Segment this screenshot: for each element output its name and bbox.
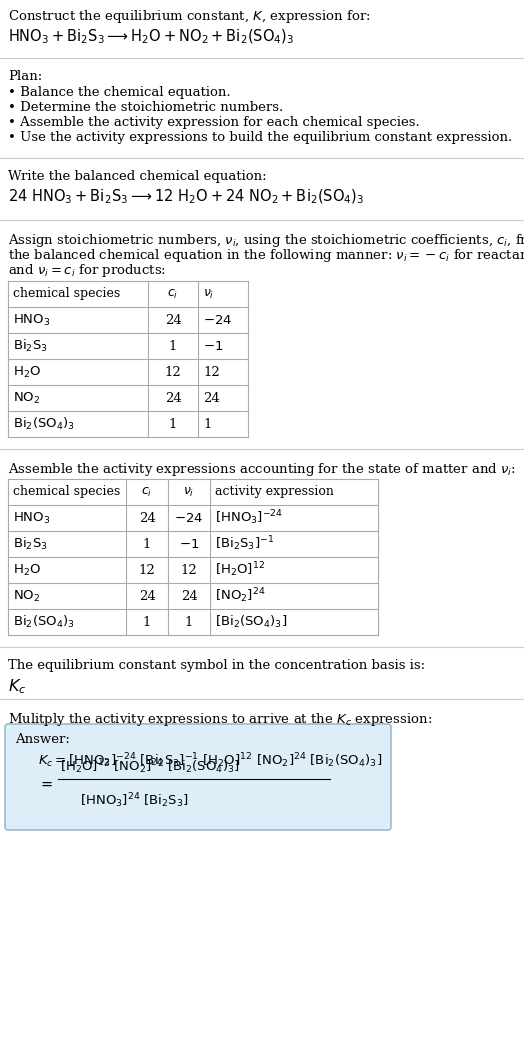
Text: 1: 1	[203, 417, 211, 431]
Text: 12: 12	[165, 365, 181, 379]
Text: $-24$: $-24$	[203, 313, 232, 327]
Text: 24: 24	[139, 589, 156, 603]
Text: 1: 1	[169, 417, 177, 431]
Text: $-1$: $-1$	[179, 537, 199, 551]
Text: • Balance the chemical equation.: • Balance the chemical equation.	[8, 86, 231, 99]
Text: Plan:: Plan:	[8, 70, 42, 83]
Text: 1: 1	[185, 615, 193, 629]
Text: 24: 24	[139, 511, 156, 525]
Text: 12: 12	[181, 563, 198, 577]
Text: 24: 24	[165, 313, 181, 327]
Text: $\mathrm{HNO_3 + Bi_2S_3 \longrightarrow H_2O + NO_2 + Bi_2(SO_4)_3}$: $\mathrm{HNO_3 + Bi_2S_3 \longrightarrow…	[8, 28, 294, 47]
FancyBboxPatch shape	[5, 723, 391, 830]
Text: $[\mathrm{HNO_3}]^{24}\ [\mathrm{Bi_2S_3}]$: $[\mathrm{HNO_3}]^{24}\ [\mathrm{Bi_2S_3…	[80, 791, 189, 810]
Text: 12: 12	[203, 365, 220, 379]
Text: $[\mathrm{Bi_2S_3}]^{-1}$: $[\mathrm{Bi_2S_3}]^{-1}$	[215, 535, 274, 554]
Text: • Determine the stoichiometric numbers.: • Determine the stoichiometric numbers.	[8, 101, 283, 115]
Text: 1: 1	[143, 615, 151, 629]
Text: $\nu_i$: $\nu_i$	[203, 287, 214, 301]
Text: Assign stoichiometric numbers, $\nu_i$, using the stoichiometric coefficients, $: Assign stoichiometric numbers, $\nu_i$, …	[8, 232, 524, 249]
Text: $\mathrm{HNO_3}$: $\mathrm{HNO_3}$	[13, 510, 50, 526]
Text: • Use the activity expressions to build the equilibrium constant expression.: • Use the activity expressions to build …	[8, 131, 512, 144]
Text: Write the balanced chemical equation:: Write the balanced chemical equation:	[8, 170, 267, 183]
Text: $\mathrm{NO_2}$: $\mathrm{NO_2}$	[13, 588, 40, 604]
Text: 24: 24	[203, 391, 220, 405]
Text: 1: 1	[169, 339, 177, 353]
Text: chemical species: chemical species	[13, 485, 120, 499]
Text: $\mathrm{HNO_3}$: $\mathrm{HNO_3}$	[13, 312, 50, 328]
Text: $K_c$: $K_c$	[8, 677, 26, 695]
Text: $-1$: $-1$	[203, 339, 223, 353]
Text: $\mathrm{H_2O}$: $\mathrm{H_2O}$	[13, 364, 41, 380]
Text: the balanced chemical equation in the following manner: $\nu_i = -c_i$ for react: the balanced chemical equation in the fo…	[8, 247, 524, 264]
Text: $c_i$: $c_i$	[167, 287, 179, 301]
Text: 1: 1	[143, 537, 151, 551]
Text: $\mathrm{Bi_2(SO_4)_3}$: $\mathrm{Bi_2(SO_4)_3}$	[13, 614, 75, 630]
Text: $\mathrm{Bi_2(SO_4)_3}$: $\mathrm{Bi_2(SO_4)_3}$	[13, 416, 75, 432]
Text: 24: 24	[165, 391, 181, 405]
Text: Mulitply the activity expressions to arrive at the $K_c$ expression:: Mulitply the activity expressions to arr…	[8, 711, 432, 728]
Text: activity expression: activity expression	[215, 485, 334, 499]
Text: $[\mathrm{HNO_3}]^{-24}$: $[\mathrm{HNO_3}]^{-24}$	[215, 509, 283, 528]
Text: $c_i$: $c_i$	[141, 485, 152, 499]
Text: $-24$: $-24$	[174, 511, 204, 525]
Text: $[\mathrm{NO_2}]^{24}$: $[\mathrm{NO_2}]^{24}$	[215, 587, 266, 606]
Text: $[\mathrm{H_2O}]^{12}$: $[\mathrm{H_2O}]^{12}$	[215, 561, 265, 580]
Text: $\mathrm{NO_2}$: $\mathrm{NO_2}$	[13, 390, 40, 406]
Text: $\nu_i$: $\nu_i$	[183, 485, 195, 499]
Text: 12: 12	[139, 563, 156, 577]
Text: $\mathrm{Bi_2S_3}$: $\mathrm{Bi_2S_3}$	[13, 338, 48, 354]
Text: $[\mathrm{Bi_2(SO_4)_3}]$: $[\mathrm{Bi_2(SO_4)_3}]$	[215, 614, 287, 630]
Text: Assemble the activity expressions accounting for the state of matter and $\nu_i$: Assemble the activity expressions accoun…	[8, 461, 516, 478]
Text: Construct the equilibrium constant, $K$, expression for:: Construct the equilibrium constant, $K$,…	[8, 8, 370, 25]
Text: • Assemble the activity expression for each chemical species.: • Assemble the activity expression for e…	[8, 116, 420, 129]
Text: and $\nu_i = c_i$ for products:: and $\nu_i = c_i$ for products:	[8, 262, 166, 279]
Text: $\mathrm{Bi_2S_3}$: $\mathrm{Bi_2S_3}$	[13, 536, 48, 552]
Text: $\mathrm{24\ HNO_3 + Bi_2S_3 \longrightarrow 12\ H_2O + 24\ NO_2 + Bi_2(SO_4)_3}: $\mathrm{24\ HNO_3 + Bi_2S_3 \longrighta…	[8, 188, 364, 206]
Text: 24: 24	[181, 589, 198, 603]
Text: The equilibrium constant symbol in the concentration basis is:: The equilibrium constant symbol in the c…	[8, 659, 425, 672]
Text: $K_c = [\mathrm{HNO_3}]^{-24}\ [\mathrm{Bi_2S_3}]^{-1}\ [\mathrm{H_2O}]^{12}\ [\: $K_c = [\mathrm{HNO_3}]^{-24}\ [\mathrm{…	[38, 751, 382, 769]
Text: chemical species: chemical species	[13, 287, 120, 301]
Text: $\mathrm{H_2O}$: $\mathrm{H_2O}$	[13, 562, 41, 578]
Text: $[\mathrm{H_2O}]^{12}\ [\mathrm{NO_2}]^{24}\ [\mathrm{Bi_2(SO_4)_3}]$: $[\mathrm{H_2O}]^{12}\ [\mathrm{NO_2}]^{…	[60, 758, 239, 777]
Text: $=$: $=$	[38, 777, 53, 791]
Text: Answer:: Answer:	[15, 733, 70, 746]
